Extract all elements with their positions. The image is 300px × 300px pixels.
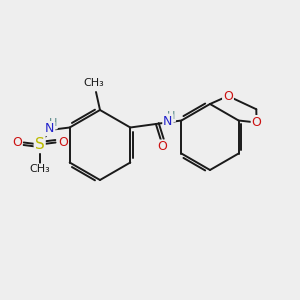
- Text: N: N: [163, 115, 172, 128]
- Text: S: S: [35, 137, 45, 152]
- Text: O: O: [223, 89, 233, 103]
- Text: O: O: [58, 136, 68, 149]
- Text: O: O: [252, 116, 262, 129]
- Text: O: O: [12, 136, 22, 149]
- Text: CH₃: CH₃: [84, 78, 104, 88]
- Text: H: H: [167, 111, 175, 121]
- Text: CH₃: CH₃: [29, 164, 50, 175]
- Text: O: O: [157, 140, 167, 154]
- Text: H: H: [49, 118, 57, 128]
- Text: N: N: [45, 122, 54, 135]
